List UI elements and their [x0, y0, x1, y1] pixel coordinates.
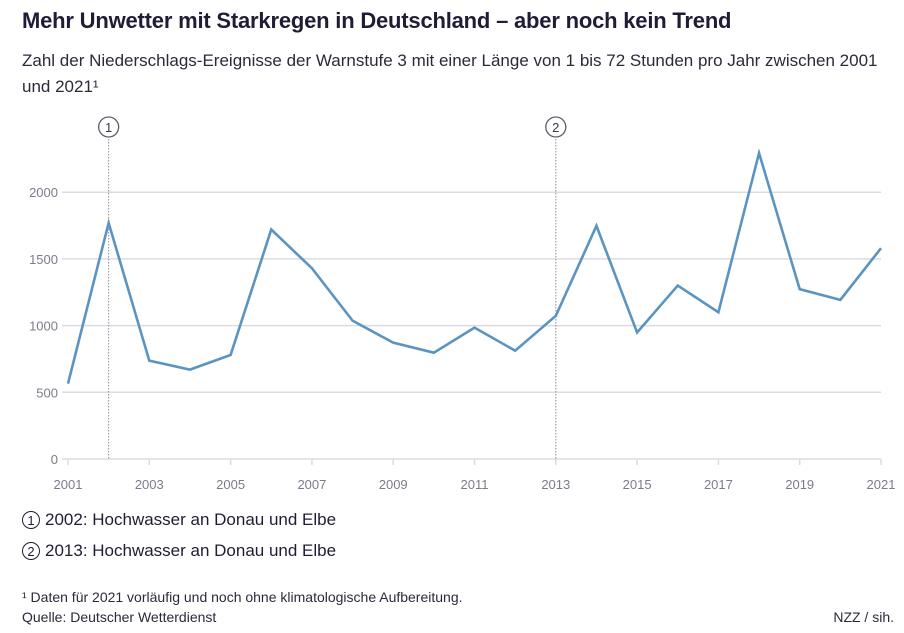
y-tick-label: 1000 [29, 319, 58, 334]
x-tick-label: 2017 [704, 477, 733, 492]
chart-title: Mehr Unwetter mit Starkregen in Deutschl… [22, 8, 732, 33]
annotation-note-2: 2 2013: Hochwasser an Donau und Elbe [22, 541, 336, 561]
credit: NZZ / sih. [833, 609, 894, 625]
annotation-note-text: 2002: Hochwasser an Donau und Elbe [45, 510, 337, 529]
x-tick-label: 2011 [461, 477, 489, 492]
x-tick-label: 2001 [54, 477, 83, 492]
x-tick-label: 2009 [379, 477, 408, 492]
annotation-marker-label: 1 [105, 120, 112, 135]
annotation-marker [545, 116, 567, 138]
x-tick-label: 2005 [216, 477, 245, 492]
x-tick-label: 2019 [785, 477, 814, 492]
marker-1-icon: 1 [22, 511, 40, 529]
y-tick-label: 2000 [29, 185, 58, 200]
footnote: ¹ Daten für 2021 vorläufig und noch ohne… [22, 589, 463, 605]
annotation-marker-label: 2 [552, 120, 559, 135]
series-line [66, 148, 883, 384]
y-tick-label: 500 [36, 385, 58, 400]
series [66, 148, 883, 384]
marker-2-icon: 2 [22, 542, 40, 560]
annotation-note-1: 1 2002: Hochwasser an Donau und Elbe [22, 510, 336, 530]
x-tick-label: 2003 [135, 477, 164, 492]
chart-subtitle: Zahl der Niederschlags-Ereignisse der Wa… [22, 51, 878, 96]
x-tick-label: 2013 [541, 477, 570, 492]
x-tick-label: 2007 [297, 477, 326, 492]
annotation-note-text: 2013: Hochwasser an Donau und Elbe [45, 541, 337, 560]
y-tick-label: 1500 [29, 252, 58, 267]
source: Quelle: Deutscher Wetterdienst [22, 609, 217, 625]
y-axis: 0 500 1000 1500 2000 [29, 185, 58, 467]
x-axis: 2001 2003 2005 2007 2009 2011 2013 2015 2017 2019… [54, 459, 896, 492]
y-tick-label: 0 [51, 452, 58, 467]
x-tick-label: 2021 [867, 477, 896, 492]
x-tick-label: 2015 [623, 477, 652, 492]
annotation-marker [98, 116, 120, 138]
line-chart: 0 500 1000 1500 2000 2001 2003 2005 2007 2009 201… [29, 116, 896, 492]
gridlines [62, 191, 881, 460]
